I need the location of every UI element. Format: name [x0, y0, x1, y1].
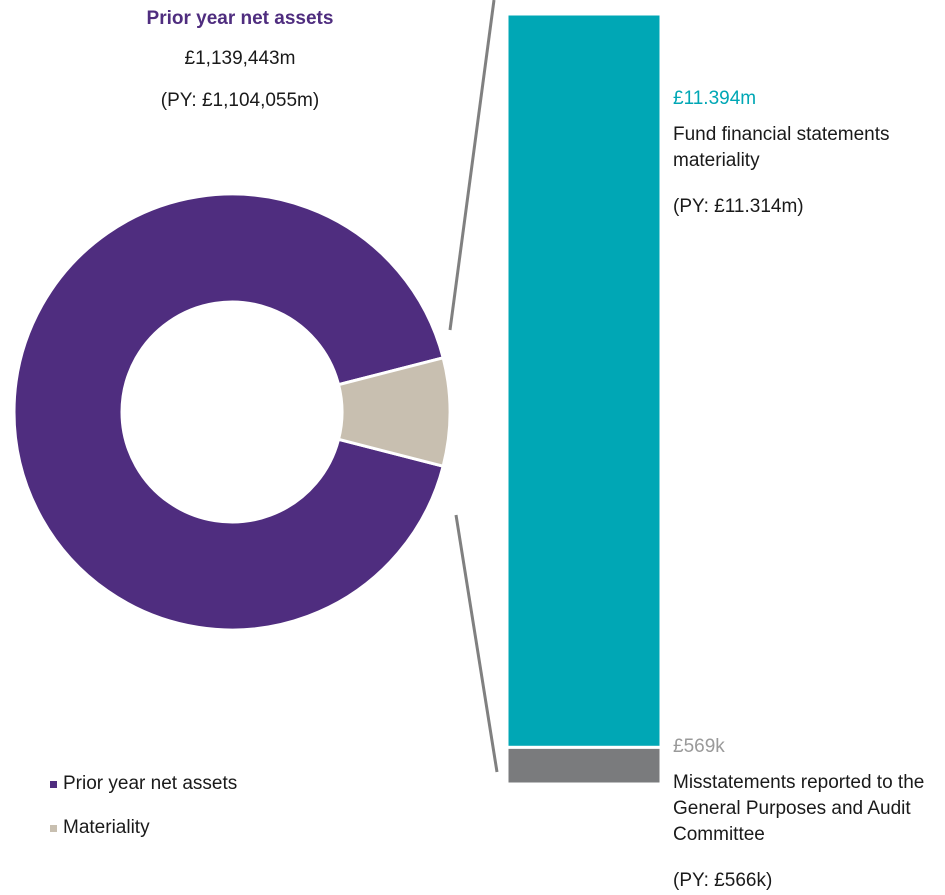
misstatement-prior-year-label: (PY: £566k)	[673, 870, 773, 891]
connector-line-bottom	[454, 514, 499, 773]
legend-item-net-assets: Prior year net assets	[50, 773, 237, 795]
materiality-prior-year-label: (PY: £11.314m)	[673, 196, 804, 217]
net-assets-prior-value: (PY: £1,104,055m)	[160, 90, 320, 111]
legend-swatch-materiality	[50, 824, 57, 832]
bar-segment-misstatements	[505, 745, 663, 786]
legend-item-materiality: Materiality	[50, 817, 150, 839]
misstatement-amount-label: £569k	[673, 736, 725, 757]
bar-segment-fund-materiality	[505, 12, 663, 749]
net-assets-value: £1,139,443m	[184, 48, 296, 69]
materiality-description-label: Fund financial statements materiality	[673, 124, 890, 171]
misstatement-description-label: Misstatements reported to the General Pu…	[673, 772, 925, 845]
connector-line-top	[448, 0, 496, 331]
donut-slice-materiality	[336, 355, 452, 469]
donut-slice-prior-year-net-assets	[12, 192, 445, 632]
legend-swatch-net-assets	[50, 780, 57, 788]
legend-label-materiality: Materiality	[63, 817, 150, 838]
legend-label-net-assets: Prior year net assets	[63, 773, 238, 794]
materiality-amount-label: £11.394m	[673, 88, 757, 109]
chart-title: Prior year net assets	[146, 8, 334, 29]
